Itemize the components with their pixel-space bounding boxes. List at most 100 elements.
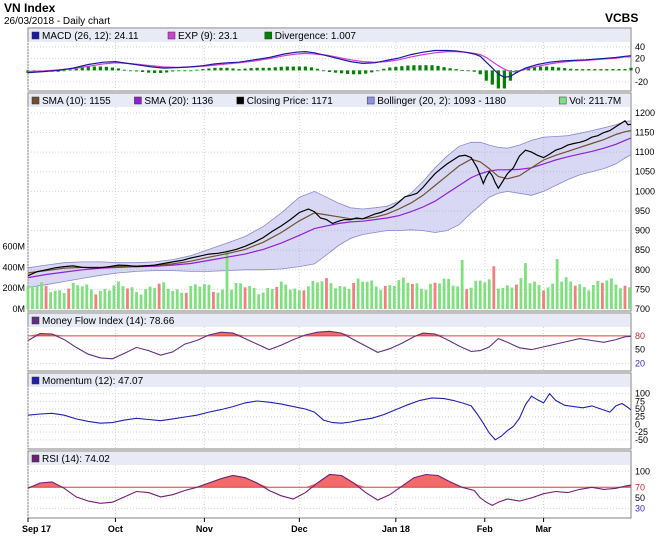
volume-bar-119 [564,277,568,309]
divergence-bar-136 [231,68,235,71]
divergence-bar-356 [563,68,567,71]
volume-bar-22 [126,288,129,309]
legend-swatch-macd-0 [31,31,40,40]
divergence-bar-392 [617,69,621,71]
x-tick-label-5: Feb [477,524,494,534]
divergence-bar-320 [508,70,512,81]
volume-bar-116 [551,283,555,309]
x-tick-label-0: Sep 17 [22,524,51,534]
close-line [27,120,632,277]
divergence-bar-184 [303,66,307,71]
volume-bar-88 [424,289,428,309]
divergence-bar-148 [249,68,253,71]
divergence-bar-224 [364,70,368,74]
volume-bar-100 [478,280,482,309]
chart-title: VN Index [4,1,56,15]
volume-bar-123 [582,287,586,309]
volume-bar-38 [198,286,202,309]
x-tick-label-6: Mar [536,524,553,534]
volume-bar-125 [591,285,595,309]
macd-ytick-3: -20 [635,77,648,87]
divergence-bar-344 [544,66,549,71]
divergence-bar-300 [478,70,482,75]
volume-bar-42 [216,292,220,309]
chart-source: VCBS [605,11,638,25]
volume-bar-5 [49,292,53,309]
price-ytick-6: 900 [635,226,650,236]
legend-swatch-price-1 [134,96,142,105]
divergence-bar-304 [484,70,488,81]
legend-label-mfi-0: Money Flow Index (14): 78.66 [42,316,175,327]
divergence-bar-280 [448,68,452,71]
volume-bar-94 [451,285,455,309]
volume-bar-39 [202,283,206,309]
volume-bar-51 [257,294,261,309]
divergence-bar-308 [490,70,494,85]
volume-bar-45 [230,289,233,309]
divergence-bar-48 [98,66,102,71]
volume-bar-12 [80,286,84,309]
volume-bar-14 [89,289,93,309]
volume-bar-64 [316,282,319,309]
divergence-bar-56 [110,67,115,71]
volume-bar-66 [325,278,328,309]
volume-bar-20 [117,281,120,309]
divergence-bar-248 [400,66,404,71]
volume-bar-95 [456,286,460,309]
divergence-bar-132 [225,67,229,71]
volume-bar-112 [533,281,536,309]
volume-bar-91 [438,283,441,309]
volume-bar-10 [71,282,75,309]
macd-legend-bar [29,29,630,42]
mfi-overbought-fill [28,331,631,336]
volume-bar-127 [600,282,604,309]
sma10-line [27,130,632,274]
volume-bar-15 [94,294,98,309]
volume-bar-108 [515,284,518,309]
volume-bar-29 [157,283,161,309]
volume-bar-32 [171,290,175,309]
volume-bar-9 [67,288,71,309]
divergence-bar-120 [207,68,211,71]
divergence-bar-192 [315,68,320,71]
rsi-overbought-fill [28,474,631,488]
volume-bar-2 [35,286,39,309]
legend-label-price-4: Vol: 211.7M [569,96,621,107]
bollinger-upper [27,120,632,269]
divergence-bar-212 [345,70,350,74]
mfi-ytick-2: 20 [635,358,645,368]
divergence-bar-64 [122,69,127,71]
volume-bar-47 [239,283,242,309]
volume-bar-114 [542,290,545,309]
x-tick-label-4: Jan 18 [382,524,410,534]
divergence-bar-68 [128,70,133,72]
volume-bar-78 [379,290,383,309]
volume-bar-21 [121,286,125,309]
macd-ytick-0: 40 [635,42,645,52]
volume-bar-54 [270,288,274,309]
macd-panel: 40 200 -20 MACD (26, 12): 24.11 EXP (9): 23.… [26,27,648,92]
divergence-bar-252 [406,65,410,71]
divergence-bar-284 [454,69,458,71]
volume-bar-25 [139,294,143,309]
chart-subtitle: 26/03/2018 - Daily chart [4,16,110,27]
legend-label-price-2: Closing Price: 1171 [247,96,333,107]
volume-bar-27 [148,286,152,309]
divergence-bar-336 [532,66,537,71]
price-ytick-5: 950 [635,206,650,216]
divergence-bar-152 [255,67,259,71]
divergence-bar-124 [213,67,217,71]
rsi-line [27,473,632,507]
volume-bar-60 [297,290,301,309]
divergence-bar-76 [140,70,145,73]
volume-bar-132 [623,285,627,309]
volume-bar-120 [569,281,573,309]
volume-bar-106 [505,285,509,309]
price-legend-bar [29,94,630,107]
volume-bar-13 [85,284,89,309]
volume-bar-69 [338,286,342,309]
volume-ytick-0: 600M [2,241,25,251]
volume-bar-130 [614,284,618,309]
